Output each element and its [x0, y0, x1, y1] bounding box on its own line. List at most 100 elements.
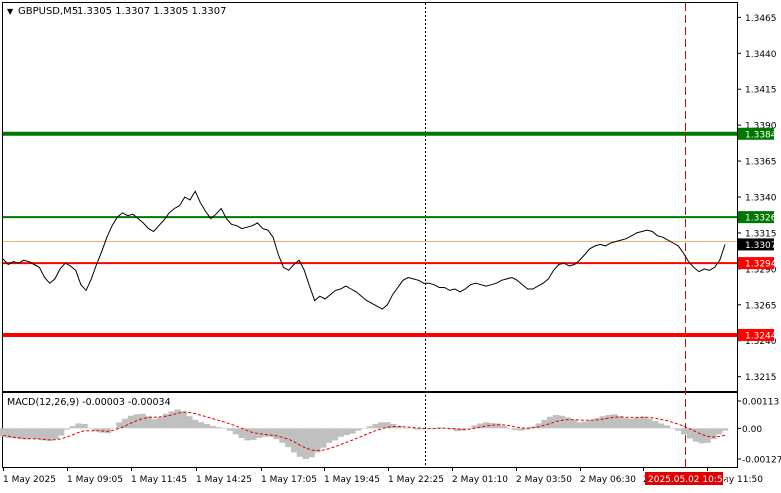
- macd-histogram-bar: [244, 428, 251, 441]
- macd-histogram-bar: [232, 428, 240, 435]
- price-line: [2, 190, 726, 310]
- macd-histogram-bar: [640, 416, 647, 429]
- y-tick-label: 1.3440: [745, 50, 777, 60]
- macd-histogram-bar: [69, 425, 77, 429]
- macd-histogram-bar: [186, 416, 193, 429]
- level-price-box: [738, 127, 774, 140]
- macd-histogram-bar: [133, 414, 141, 429]
- macd-histogram-bar: [325, 428, 333, 443]
- macd-histogram-bar: [512, 428, 519, 431]
- macd-label: MACD(12,26,9) -0.00003 -0.00034: [7, 397, 171, 408]
- y-tick-label: 1.3390: [745, 122, 777, 132]
- macd-histogram-bar: [558, 415, 566, 429]
- macd-histogram-bar: [657, 423, 665, 429]
- x-tick-label: 2 May 06:30: [580, 475, 636, 485]
- macd-histogram-bar: [628, 418, 636, 429]
- macd-histogram-bar: [354, 428, 362, 431]
- macd-histogram-bar: [92, 428, 100, 432]
- macd-histogram-bar: [465, 428, 473, 429]
- macd-histogram-bar: [564, 417, 572, 429]
- macd-histogram-bar: [477, 423, 484, 429]
- x-tick-label: 2 May 11:50: [707, 475, 763, 485]
- macd-histogram-bar: [28, 428, 36, 439]
- x-tick-label: 1 May 11:45: [131, 475, 187, 485]
- macd-histogram-bar: [681, 428, 688, 435]
- macd-histogram-bar: [413, 428, 420, 430]
- macd-histogram-bar: [366, 426, 374, 429]
- macd-histogram-bar: [587, 419, 595, 429]
- macd-histogram-bar: [267, 428, 275, 437]
- level-price-label: 1.3244: [745, 331, 777, 341]
- macd-histogram-bar: [378, 422, 385, 429]
- x-tick-label: 1 May 09:05: [67, 475, 123, 485]
- macd-histogram-bar: [704, 428, 711, 443]
- macd-histogram-bar: [11, 428, 18, 439]
- macd-histogram-bar: [523, 428, 531, 430]
- header-symbol: GBPUSD,M5: [18, 6, 78, 17]
- macd-histogram-bar: [122, 418, 129, 429]
- macd-histogram-bar: [52, 428, 59, 440]
- macd-histogram-bar: [669, 428, 676, 429]
- level-price-label: 1.3294: [745, 260, 777, 270]
- macd-histogram-bar: [686, 428, 694, 439]
- macd-histogram-bar: [616, 416, 624, 429]
- x-tick-label: 1 May 19:45: [324, 475, 380, 485]
- level-price-label: 1.3326: [745, 214, 777, 224]
- macd-histogram-bar: [87, 428, 94, 429]
- x-tick-label: 1 May 2025: [3, 475, 56, 485]
- macd-histogram-bar: [407, 428, 414, 429]
- macd-histogram-bar: [506, 428, 513, 429]
- macd-histogram-bar: [139, 413, 146, 429]
- x-tick-label: 1 May 14:25: [196, 475, 252, 485]
- macd-histogram-bar: [675, 428, 682, 431]
- macd-signal-line: [2, 411, 726, 452]
- macd-histogram-bar: [221, 428, 228, 429]
- current-price-label: 1.3307: [745, 241, 777, 251]
- macd-histogram-bar: [116, 422, 123, 429]
- level-price-box: [738, 328, 774, 341]
- macd-histogram-bar: [494, 423, 502, 429]
- macd-histogram-bar: [721, 428, 729, 431]
- macd-histogram-bar: [541, 419, 548, 429]
- macd-histogram-bar: [46, 428, 53, 441]
- macd-histogram-bar: [663, 425, 670, 429]
- macd-histogram-bar: [599, 416, 606, 429]
- macd-histogram-bar: [570, 419, 577, 429]
- macd-histogram-bar: [395, 425, 403, 429]
- macd-histogram-bar: [698, 428, 705, 444]
- macd-histogram-bar: [226, 428, 234, 431]
- macd-histogram-bar: [58, 428, 65, 436]
- macd-histogram-bar: [308, 428, 315, 458]
- macd-histogram-bar: [209, 425, 216, 429]
- x-tick-label: 1 May 17:05: [261, 475, 317, 485]
- macd-histogram-bar: [384, 422, 391, 429]
- macd-histogram-bar: [692, 428, 700, 442]
- macd-histogram-bar: [5, 428, 13, 438]
- macd-tick-label: -0.00127: [742, 456, 781, 466]
- macd-histogram-bar: [634, 417, 641, 429]
- macd-histogram-bar: [156, 417, 164, 429]
- y-tick-label: 1.3340: [745, 194, 777, 204]
- y-tick-label: 1.3240: [745, 337, 777, 347]
- macd-histogram-bar: [168, 411, 176, 429]
- x-tick-label: 2 May 01:10: [452, 475, 508, 485]
- macd-histogram-bar: [151, 419, 158, 429]
- x-tick-label: 1 May 22:25: [388, 475, 444, 485]
- macd-histogram-bar: [622, 418, 630, 429]
- macd-histogram-bar: [547, 416, 554, 429]
- macd-histogram-bar: [488, 422, 496, 429]
- y-tick-label: 1.3215: [745, 373, 777, 383]
- macd-histogram-bar: [500, 425, 507, 429]
- macd-histogram-bar: [710, 428, 717, 440]
- macd-histogram-bar: [296, 428, 304, 457]
- header-arrow[interactable]: ▼: [7, 7, 14, 16]
- macd-histogram-bar: [453, 428, 461, 432]
- current-price-box: [738, 238, 774, 251]
- macd-histogram-bar: [104, 428, 112, 434]
- level-price-label: 1.3384: [745, 130, 777, 140]
- y-tick-label: 1.3265: [745, 301, 777, 311]
- level-price-box: [738, 257, 774, 270]
- macd-histogram-bar: [285, 428, 292, 448]
